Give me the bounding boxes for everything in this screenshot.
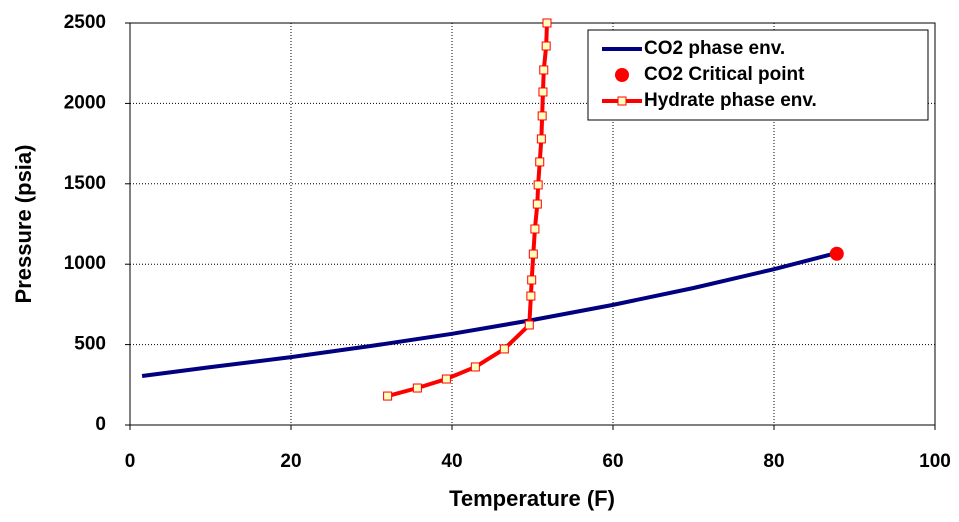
data-point	[527, 275, 537, 285]
data-point	[499, 344, 509, 354]
x-tick-label: 20	[280, 451, 301, 472]
y-tick-label: 2000	[64, 92, 106, 113]
data-point	[539, 65, 549, 75]
data-point	[829, 246, 844, 261]
data-point	[541, 41, 551, 51]
data-point	[532, 199, 542, 209]
legend-label: Hydrate phase env.	[644, 90, 817, 111]
legend-label: CO2 phase env.	[644, 38, 785, 59]
x-tick-label: 60	[602, 451, 623, 472]
plot-border	[129, 22, 936, 426]
y-tick-label: 2500	[64, 12, 106, 33]
data-point	[538, 87, 548, 97]
data-point	[441, 374, 451, 384]
data-point	[533, 180, 543, 190]
data-point	[537, 111, 547, 121]
data-point	[542, 18, 552, 28]
legend-marker	[617, 96, 627, 106]
legend	[587, 29, 929, 121]
x-tick-label: 0	[125, 451, 136, 472]
x-tick-label: 100	[919, 451, 951, 472]
data-point	[528, 249, 538, 259]
x-axis-title: Temperature (F)	[449, 486, 615, 511]
y-axis-title: Pressure (psia)	[11, 145, 36, 304]
legend-marker	[615, 68, 629, 82]
data-point	[524, 320, 534, 330]
y-tick-label: 500	[74, 334, 106, 355]
series-line	[141, 251, 838, 378]
data-point	[470, 362, 480, 372]
data-point	[412, 383, 422, 393]
data-point	[383, 391, 393, 401]
legend-label: CO2 Critical point	[644, 64, 805, 85]
x-tick-label: 40	[441, 451, 462, 472]
data-point	[536, 134, 546, 144]
y-tick-label: 0	[95, 414, 106, 435]
y-tick-label: 1500	[64, 173, 106, 194]
data-point	[535, 157, 545, 167]
y-tick-label: 1000	[64, 253, 106, 274]
x-tick-label: 80	[763, 451, 784, 472]
data-point	[526, 291, 536, 301]
data-point	[530, 224, 540, 234]
